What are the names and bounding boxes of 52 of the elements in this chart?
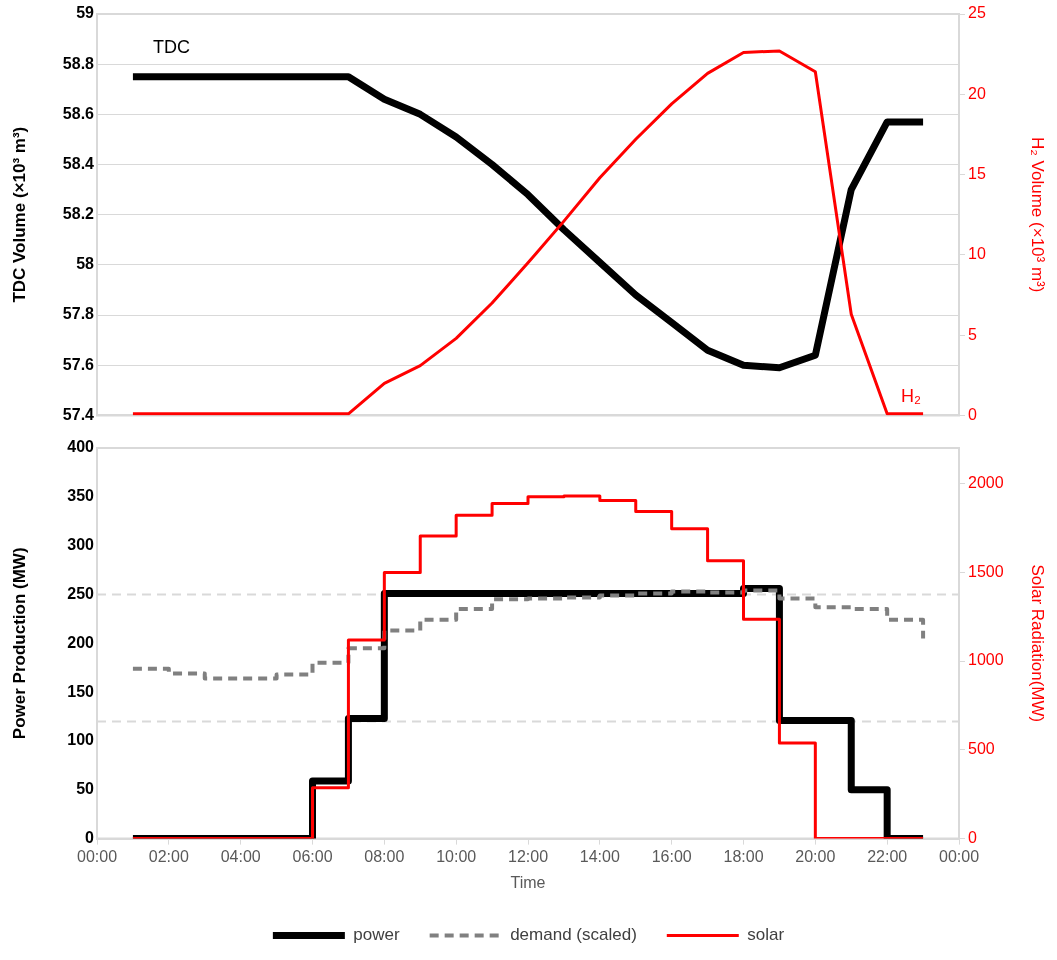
legend-label: demand (scaled) xyxy=(510,925,637,945)
y2-tick-label: 2000 xyxy=(968,473,1004,491)
y-tick-label: 0 xyxy=(85,829,95,847)
x-tick-label: 16:00 xyxy=(651,847,692,865)
y-tick-label: 300 xyxy=(67,536,95,554)
x-tick-label: 06:00 xyxy=(292,847,333,865)
legend-label: solar xyxy=(747,925,785,945)
y2-tick-label: 1000 xyxy=(968,651,1004,669)
y2-tick-label: 15 xyxy=(968,164,986,182)
y-tick-label: 250 xyxy=(67,584,95,602)
y-tick-label: 58.4 xyxy=(62,154,95,172)
y2-tick-label: 1500 xyxy=(968,562,1004,580)
y-axis-title: Power Production (MW) xyxy=(9,547,29,740)
series-label: H₂ xyxy=(901,385,922,406)
y2-tick-label: 20 xyxy=(968,84,986,102)
y-tick-label: 100 xyxy=(67,731,95,749)
y-tick-label: 200 xyxy=(67,633,95,651)
x-tick-label: 00:00 xyxy=(938,847,980,865)
y-tick-label: 150 xyxy=(67,682,95,700)
y-tick-label: 58.2 xyxy=(62,205,95,223)
y2-axis-title: H₂ Volume (×10³ m³) xyxy=(1028,137,1048,293)
x-tick-label: 00:00 xyxy=(76,847,118,865)
x-tick-label: 02:00 xyxy=(148,847,189,865)
y-axis-title: TDC Volume (×10³ m³) xyxy=(9,126,29,303)
x-tick-label: 12:00 xyxy=(507,847,549,865)
y2-tick-label: 500 xyxy=(968,740,995,758)
x-axis-title: Time xyxy=(510,873,546,891)
y-tick-label: 50 xyxy=(76,780,95,798)
y2-tick-label: 10 xyxy=(968,245,986,263)
x-tick-label: 04:00 xyxy=(220,847,261,865)
x-tick-label: 14:00 xyxy=(579,847,620,865)
y-tick-label: 400 xyxy=(67,438,95,456)
y2-tick-label: 25 xyxy=(968,4,986,22)
y-tick-label: 58 xyxy=(76,255,95,273)
x-tick-label: 18:00 xyxy=(723,847,764,865)
y-tick-label: 57.6 xyxy=(62,355,95,373)
y-tick-label: 58.8 xyxy=(62,54,95,72)
x-tick-label: 20:00 xyxy=(795,847,836,865)
y2-tick-label: 5 xyxy=(968,325,977,343)
y-tick-label: 350 xyxy=(67,487,95,505)
y-tick-label: 57.4 xyxy=(62,405,95,423)
x-tick-label: 08:00 xyxy=(364,847,405,865)
series-label: TDC xyxy=(152,36,190,57)
y-tick-label: 59 xyxy=(76,4,95,22)
y2-axis-title: Solar Radiation(MW) xyxy=(1028,564,1048,723)
y2-tick-label: 0 xyxy=(968,829,977,847)
x-tick-label: 10:00 xyxy=(436,847,477,865)
y-tick-label: 57.8 xyxy=(62,305,95,323)
x-tick-label: 22:00 xyxy=(867,847,908,865)
y2-tick-label: 0 xyxy=(968,405,977,423)
y-tick-label: 58.6 xyxy=(62,104,95,122)
legend-label: power xyxy=(353,925,401,945)
